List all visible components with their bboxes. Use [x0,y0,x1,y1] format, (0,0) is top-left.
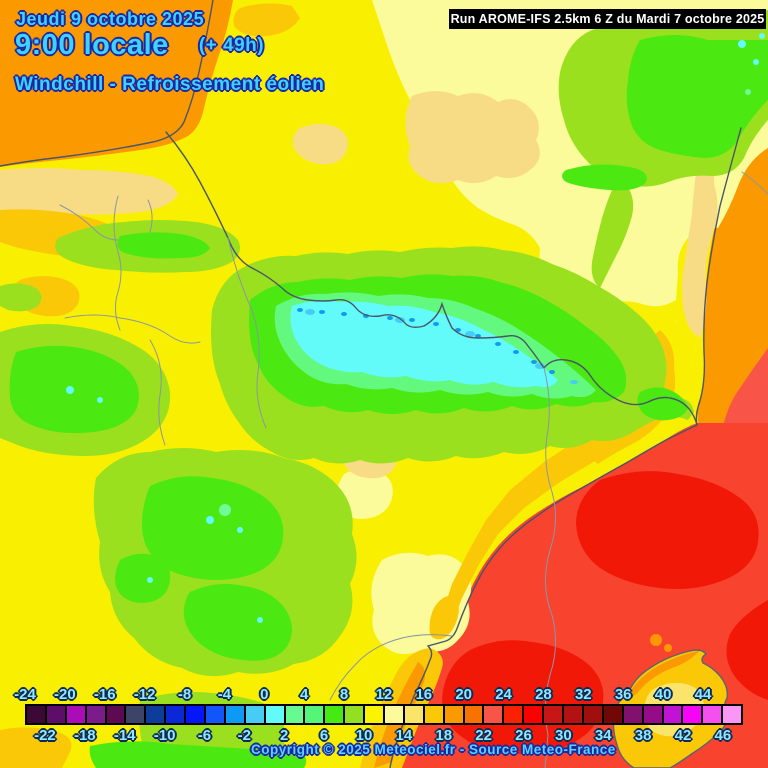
colorbar-swatch [723,706,742,723]
colorbar-swatch [583,706,604,723]
colorbar-label: 0 [260,686,269,703]
colorbar-label: 12 [375,686,393,703]
colorbar [25,704,743,725]
colorbar-swatch [285,706,306,723]
colorbar-swatch [66,706,87,723]
colorbar-swatch [404,706,425,723]
colorbar-label: 2 [280,727,289,744]
colorbar-swatch [464,706,485,723]
colorbar-label: -6 [197,727,212,744]
colorbar-label: 32 [574,686,592,703]
colorbar-label: 28 [535,686,552,703]
colorbar-label: -14 [113,727,136,744]
colorbar-swatch [444,706,465,723]
colorbar-label: -16 [93,686,116,703]
colorbar-swatch [186,706,207,723]
colorbar-swatch [325,706,346,723]
colorbar-label: -22 [34,727,56,744]
colorbar-label: 18 [435,727,453,744]
colorbar-swatch [663,706,684,723]
colorbar-swatch [365,706,386,723]
colorbar-label: -10 [153,727,176,744]
colorbar-swatch [225,706,246,723]
colorbar-label: 6 [319,727,329,744]
colorbar-swatch [126,706,147,723]
colorbar-label: -4 [217,686,232,703]
colorbar-swatch [146,706,167,723]
colorbar-swatch [564,706,584,723]
colorbar-label: -20 [54,686,76,703]
colorbar-label: 4 [299,686,309,703]
colorbar-swatch [385,706,405,723]
forecast-offset: (+ 49h) [198,35,265,56]
colorbar-label: 36 [614,686,632,703]
colorbar-label: -12 [133,686,156,703]
colorbar-label: 14 [395,727,413,744]
colorbar-swatch [27,706,47,723]
colorbar-label: 42 [674,727,692,744]
colorbar-swatch [86,706,107,723]
colorbar-label: 10 [355,727,373,744]
colorbar-label: 16 [415,686,433,703]
colorbar-swatch [424,706,445,723]
colorbar-swatch [106,706,127,723]
colorbar-swatch [703,706,724,723]
colorbar-swatch [683,706,704,723]
forecast-time: 9:00 locale (+ 49h) [15,29,264,62]
colorbar-swatch [265,706,286,723]
colorbar-swatch [305,706,326,723]
colorbar-swatch [504,706,525,723]
colorbar-label: -2 [237,727,251,744]
colorbar-swatch [544,706,565,723]
colorbar-label: 46 [714,727,732,744]
colorbar-swatch [484,706,505,723]
colorbar-swatch [603,706,624,723]
colorbar-swatch [206,706,226,723]
colorbar-label: -18 [73,727,96,744]
colorbar-swatch [166,706,187,723]
colorbar-label: 30 [555,727,572,744]
parameter-title: Windchill - Refroissement éolien [15,74,325,95]
colorbar-swatch [623,706,644,723]
run-info-text: Run AROME-IFS 2.5km 6 Z du Mardi 7 octob… [450,12,765,26]
forecast-date: Jeudi 9 octobre 2025 [16,9,205,29]
colorbar-swatch [524,706,545,723]
colorbar-swatch [245,706,266,723]
colorbar-label: 40 [654,686,672,703]
colorbar-label: 20 [455,686,473,703]
forecast-time-value: 9:00 locale [15,29,169,61]
colorbar-label: 38 [634,727,652,744]
colorbar-swatch [46,706,67,723]
colorbar-label: 22 [475,727,492,744]
colorbar-label: 34 [594,727,612,744]
colorbar-label: 8 [339,686,349,703]
colorbar-label: 44 [694,686,712,703]
copyright-text: Copyright © 2025 Meteociel.fr - Source M… [251,742,616,757]
colorbar-swatch [643,706,664,723]
run-info-box: Run AROME-IFS 2.5km 6 Z du Mardi 7 octob… [449,9,766,29]
colorbar-label: -24 [14,686,36,703]
colorbar-label: 26 [515,727,532,744]
colorbar-label: 24 [495,686,512,703]
colorbar-label: -8 [177,686,192,703]
colorbar-swatch [345,706,366,723]
